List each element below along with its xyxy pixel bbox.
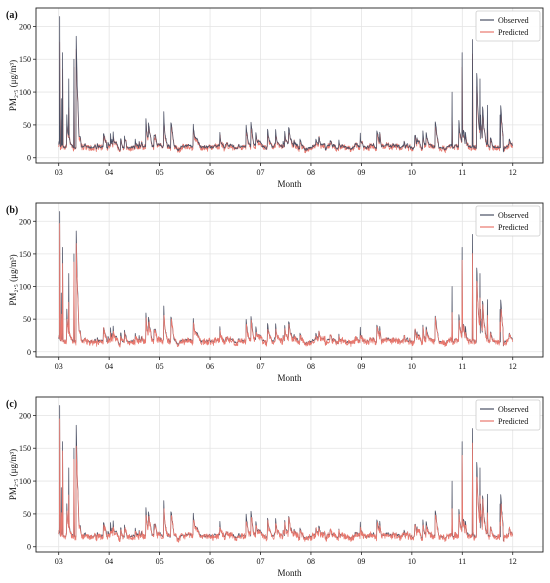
x-tick-label: 04 bbox=[105, 362, 113, 371]
plot-frame bbox=[35, 7, 544, 164]
y-tick-label: 50 bbox=[23, 510, 31, 519]
plot-frame bbox=[35, 396, 544, 553]
x-tick-label: 03 bbox=[55, 168, 63, 177]
panel-c: 03 04 05 06 07 08 09 10 11 12 0 50 100 150 200 Month PM₂… bbox=[6, 396, 544, 578]
panel-b: 03 04 05 06 07 08 09 10 11 12 0 50 100 150 200 Month PM₂… bbox=[6, 202, 544, 383]
x-axis-label: Month bbox=[277, 373, 302, 383]
y-tick-label: 100 bbox=[19, 283, 31, 292]
panel-label: (a) bbox=[6, 10, 18, 21]
x-tick-label: 09 bbox=[357, 557, 365, 566]
y-axis-label: PM₂.₅ (μg/m³) bbox=[8, 60, 18, 111]
legend-box bbox=[475, 399, 541, 431]
predicted-line bbox=[58, 41, 513, 154]
legend-entry: Predicted bbox=[498, 28, 528, 37]
x-tick-label: 06 bbox=[206, 362, 214, 371]
y-tick-label: 200 bbox=[19, 217, 31, 226]
y-tick-label: 100 bbox=[19, 88, 31, 97]
y-tick-label: 0 bbox=[27, 543, 31, 552]
legend-entry: Predicted bbox=[498, 417, 528, 426]
legend-entry: Predicted bbox=[498, 223, 528, 232]
x-tick-label: 05 bbox=[156, 557, 164, 566]
x-tick-label: 07 bbox=[256, 362, 264, 371]
x-tick-label: 08 bbox=[307, 362, 315, 371]
observed-line bbox=[58, 211, 513, 347]
legend-box bbox=[475, 10, 541, 42]
panel-label: (b) bbox=[6, 205, 18, 216]
x-tick-label: 11 bbox=[458, 168, 466, 177]
x-tick-label: 10 bbox=[408, 168, 416, 177]
x-axis-label: Month bbox=[277, 179, 302, 189]
y-tick-label: 200 bbox=[19, 411, 31, 420]
x-tick-label: 04 bbox=[105, 557, 113, 566]
observed-line bbox=[58, 16, 513, 153]
observed-line bbox=[58, 405, 513, 542]
y-axis-label: PM₂.₅ (μg/m³) bbox=[8, 254, 18, 305]
x-tick-label: 09 bbox=[357, 362, 365, 371]
x-tick-label: 07 bbox=[256, 557, 264, 566]
x-axis-label: Month bbox=[277, 568, 302, 578]
x-tick-label: 04 bbox=[105, 168, 113, 177]
predicted-line bbox=[58, 223, 514, 348]
y-tick-label: 0 bbox=[27, 348, 31, 357]
x-tick-label: 07 bbox=[256, 168, 264, 177]
legend: Observed Predicted bbox=[475, 205, 541, 237]
legend-box bbox=[475, 205, 541, 237]
y-tick-label: 150 bbox=[19, 55, 31, 64]
legend-entry: Observed bbox=[498, 211, 529, 220]
x-tick-label: 03 bbox=[55, 362, 63, 371]
legend-entry: Observed bbox=[498, 16, 529, 25]
x-tick-label: 03 bbox=[55, 557, 63, 566]
x-tick-label: 08 bbox=[307, 168, 315, 177]
y-tick-label: 150 bbox=[19, 444, 31, 453]
x-tick-label: 10 bbox=[408, 557, 416, 566]
x-tick-label: 05 bbox=[156, 168, 164, 177]
panel-label: (c) bbox=[6, 399, 17, 410]
panel-a: 03 04 05 06 07 08 09 10 11 12 0 50 100 150 200 Month PM₂… bbox=[6, 7, 544, 189]
x-tick-label: 12 bbox=[509, 557, 517, 566]
y-tick-label: 100 bbox=[19, 477, 31, 486]
y-tick-label: 200 bbox=[19, 22, 31, 31]
x-tick-label: 09 bbox=[357, 168, 365, 177]
x-tick-label: 06 bbox=[206, 168, 214, 177]
y-tick-label: 50 bbox=[23, 121, 31, 130]
x-tick-label: 11 bbox=[458, 362, 466, 371]
x-tick-label: 12 bbox=[509, 168, 517, 177]
legend: Observed Predicted bbox=[475, 10, 541, 42]
x-tick-label: 06 bbox=[206, 557, 214, 566]
plot-frame bbox=[35, 202, 544, 358]
x-tick-label: 11 bbox=[458, 557, 466, 566]
x-tick-label: 05 bbox=[156, 362, 164, 371]
y-axis-label: PM₂.₅ (μg/m³) bbox=[8, 449, 18, 500]
predicted-line bbox=[58, 418, 514, 543]
x-tick-label: 10 bbox=[408, 362, 416, 371]
legend: Observed Predicted bbox=[475, 399, 541, 431]
y-tick-label: 0 bbox=[27, 154, 31, 163]
x-tick-label: 08 bbox=[307, 557, 315, 566]
legend-entry: Observed bbox=[498, 405, 529, 414]
x-tick-label: 12 bbox=[509, 362, 517, 371]
y-tick-label: 50 bbox=[23, 315, 31, 324]
y-tick-label: 150 bbox=[19, 250, 31, 259]
